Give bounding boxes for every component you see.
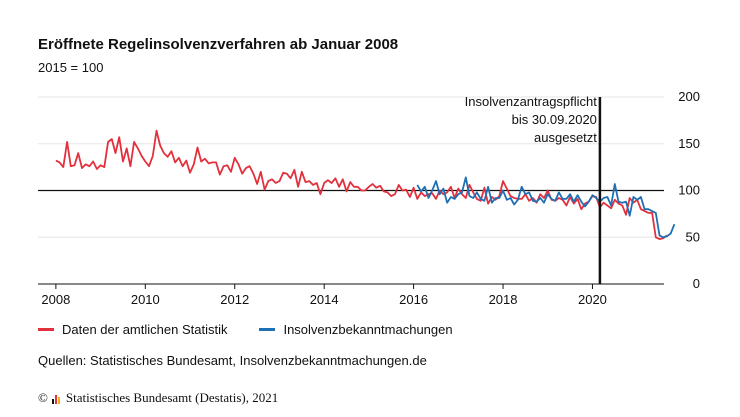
x-tick-label: 2016 <box>399 292 428 307</box>
y-tick-label: 0 <box>693 276 700 291</box>
legend-item-amtliche-statistik: Daten der amtlichen Statistik <box>38 322 227 337</box>
destatis-logo-icon <box>51 393 62 404</box>
copyright-symbol: © <box>38 390 48 405</box>
x-tick-label: 2014 <box>310 292 339 307</box>
footer: © Statistisches Bundesamt (Destatis), 20… <box>38 390 278 406</box>
annotation-text: ausgesetzt <box>534 130 597 145</box>
legend-label-insolvenzbekanntmachungen: Insolvenzbekanntmachungen <box>283 322 453 337</box>
x-tick-label: 2018 <box>489 292 518 307</box>
y-tick-label: 100 <box>678 183 700 198</box>
line-chart: 0 50 100 150 200 2008 2010 2012 2014 2016 2018 2020… <box>38 89 700 307</box>
x-tick-label: 2012 <box>220 292 249 307</box>
x-tick-label: 2010 <box>131 292 160 307</box>
y-tick-label: 200 <box>678 89 700 104</box>
annotation-text: Insolvenzantragspflicht <box>465 94 598 109</box>
legend-item-insolvenzbekanntmachungen: Insolvenzbekanntmachungen <box>259 322 453 337</box>
source-note: Quellen: Statistisches Bundesamt, Insolv… <box>38 353 427 368</box>
legend: Daten der amtlichen Statistik Insolvenzb… <box>38 322 453 337</box>
series-line-amtliche-statistik <box>55 129 668 241</box>
series-line-insolvenzbekanntmachungen <box>416 176 676 239</box>
legend-swatch-red <box>38 328 54 331</box>
x-tick-label: 2020 <box>578 292 607 307</box>
legend-label-amtliche-statistik: Daten der amtlichen Statistik <box>62 322 228 337</box>
x-tick-label: 2008 <box>41 292 70 307</box>
footer-text: Statistisches Bundesamt (Destatis), 2021 <box>65 390 279 405</box>
y-tick-label: 50 <box>686 229 700 244</box>
chart-subtitle: 2015 = 100 <box>38 60 104 75</box>
annotation-text: bis 30.09.2020 <box>512 112 597 127</box>
chart-title: Eröffnete Regelinsolvenzverfahren ab Jan… <box>38 36 399 53</box>
legend-swatch-blue <box>259 328 276 331</box>
y-tick-label: 150 <box>678 136 700 151</box>
